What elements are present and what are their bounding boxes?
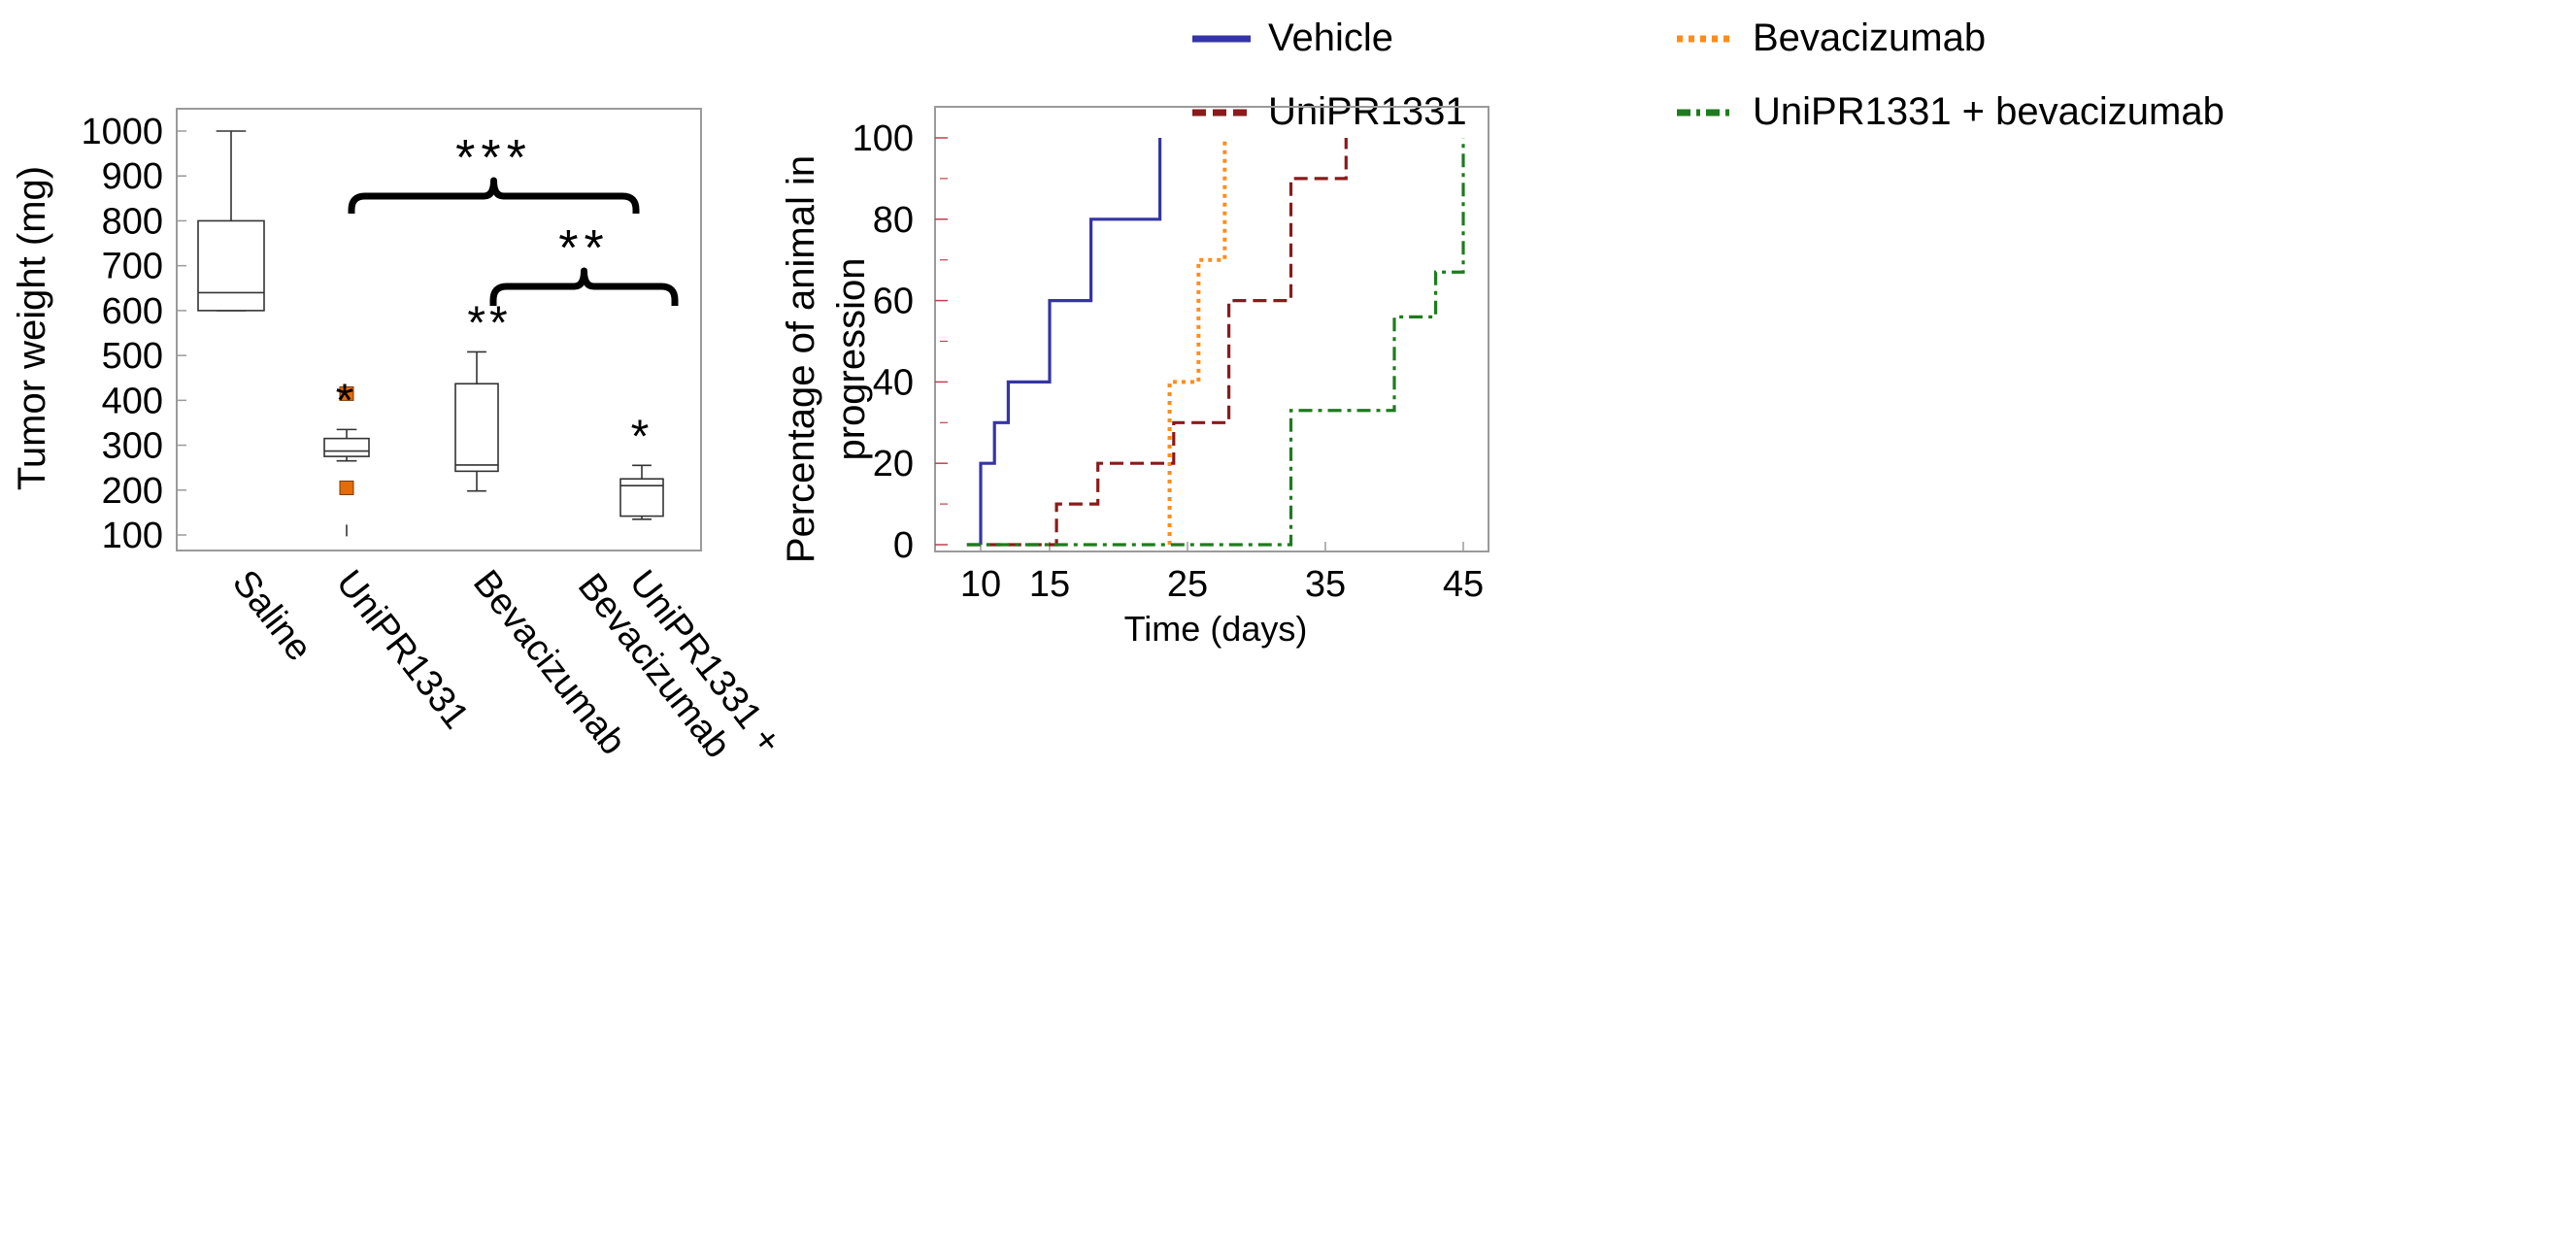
progression-chart-axes: 0 20 40 60 80 100 10 15 25 35 45 [853,118,1485,605]
progression-y-tick-label: 20 [873,444,914,484]
progression-chart-frame [934,106,1489,552]
legend-label: Bevacizumab [1753,17,1986,59]
legend-label: UniPR1331 [1268,90,1467,133]
box-y-tick-label: 900 [102,156,163,197]
progression-chart-y-axis-label-line-1: Percentage of animal in [780,155,822,563]
legend-item-bevacizumab: Bevacizumab [1677,17,1986,59]
box-category-label-unipr1331: UniPR1331 [328,563,477,737]
progression-x-tick-label: 45 [1443,564,1484,605]
significance-annotation: ** [467,297,511,349]
box-plot-y-axis-label: Tumor weight (mg) [11,166,53,490]
progression-chart-x-axis-label: Time (days) [1124,609,1308,649]
box-y-tick-label: 700 [102,247,163,287]
progression-y-tick-label: 80 [873,200,914,241]
progression-chart-series [966,138,1465,547]
box-y-tick-label: 200 [102,471,163,512]
box-plot-marks: ********* [197,130,679,537]
comparison-bracket [489,267,679,306]
comparison-bracket-2: ** [489,220,679,306]
progression-y-tick-label: 40 [873,362,914,403]
box-iqr [197,219,265,312]
comparison-label: *** [455,130,532,186]
progression-y-tick-label: 0 [893,525,914,566]
legend-item-unipr1331-bevacizumab: UniPR1331 + bevacizumab [1677,90,2225,133]
box-y-tick-label: 100 [102,516,163,556]
progression-y-tick-label: 100 [853,118,914,159]
progression-y-tick-label: 60 [873,282,914,322]
legend-label: Vehicle [1268,17,1393,59]
box-bevacizumab: ** [454,297,511,492]
box-unipr1331-bevacizumab: * [619,411,664,520]
box-plot-frame [176,108,702,551]
box-iqr [619,478,664,517]
progression-x-tick-label: 35 [1305,564,1346,605]
series-line-unipr1331 [966,138,1348,547]
progression-x-tick-label: 25 [1167,564,1208,605]
legend-label: UniPR1331 + bevacizumab [1753,90,2225,133]
box-iqr [323,437,370,457]
comparison-bracket [348,177,640,214]
progression-chart-panel: Vehicle Bevacizumab UniPR1331 UniPR1331 + b… [780,17,2225,649]
outlier-point [339,480,354,495]
box-y-tick-label: 800 [102,201,163,242]
box-y-tick-label: 500 [102,336,163,377]
outlier-point [339,385,354,401]
box-iqr [454,383,499,473]
legend: Vehicle Bevacizumab UniPR1331 UniPR1331 + b… [1192,17,2225,133]
box-y-tick-label: 400 [102,381,163,421]
box-category-label-saline: Saline [224,563,319,669]
box-y-tick-label: 600 [102,291,163,332]
series-line-bevacizumab [1167,138,1227,545]
progression-x-tick-label: 15 [1029,564,1070,605]
progression-x-tick-label: 10 [960,564,1001,605]
progression-chart-y-axis-label-line-2: progression [830,257,873,460]
legend-item-unipr1331: UniPR1331 [1192,90,1467,133]
comparison-label: ** [558,220,609,277]
legend-item-vehicle: Vehicle [1192,17,1393,59]
significance-annotation: * [631,411,653,462]
box-y-tick-label: 1000 [81,112,163,152]
box-y-tick-label: 300 [102,426,163,467]
box-saline [197,130,265,312]
series-line-unipr1331-bevacizumab [966,138,1465,547]
series-line-vehicle [979,138,1162,545]
box-unipr1331: * [323,375,370,537]
comparison-bracket-1: *** [348,130,640,214]
significance-annotation: * [336,375,358,426]
